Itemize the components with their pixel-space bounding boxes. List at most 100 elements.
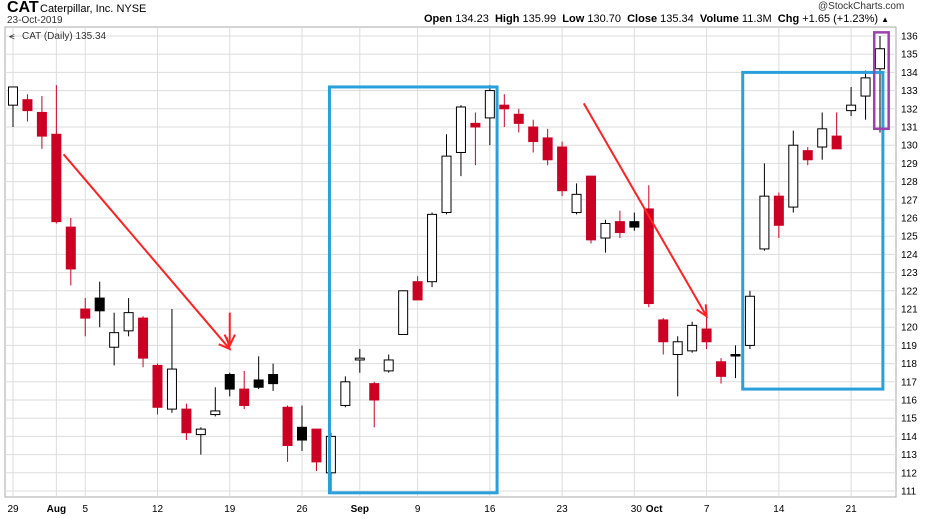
arrowhead <box>223 334 236 348</box>
y-tick-label: 129 <box>901 159 918 170</box>
candle-body <box>253 379 264 388</box>
x-tick-label: Oct <box>646 504 663 515</box>
ticker-symbol: CAT <box>7 0 39 16</box>
y-tick-label: 131 <box>901 123 918 134</box>
candle-body <box>80 308 91 319</box>
candle-body <box>138 317 149 359</box>
candle-body <box>152 364 163 408</box>
chart-date: 23-Oct-2019 <box>7 15 63 26</box>
x-tick-label: Aug <box>47 504 66 515</box>
candle-body <box>398 290 409 335</box>
candle-body <box>484 90 495 119</box>
candle-body <box>224 374 235 390</box>
y-tick-label: 135 <box>901 50 918 61</box>
candle-body <box>297 426 307 441</box>
high-value: 135.99 <box>522 13 557 25</box>
candle-body <box>36 111 47 137</box>
candle-body <box>831 135 842 150</box>
x-tick-label: Sep <box>351 504 369 515</box>
y-tick-label: 127 <box>901 195 918 206</box>
candle-body <box>586 175 596 241</box>
annotation-arrow <box>582 102 708 317</box>
candle-body <box>441 155 452 214</box>
y-tick-label: 118 <box>901 359 917 370</box>
candle-body <box>195 428 206 436</box>
candle-body <box>166 368 177 410</box>
candle-body <box>817 128 828 148</box>
candle-body <box>412 281 423 301</box>
candle-body <box>542 137 553 161</box>
candle-body <box>701 328 712 343</box>
y-tick-label: 113 <box>901 450 917 461</box>
x-tick-label: 5 <box>82 504 88 515</box>
x-tick-label: 16 <box>484 504 496 515</box>
company-name: Caterpillar, Inc. NYSE <box>40 3 146 15</box>
candle-body <box>600 222 611 239</box>
candle-body <box>383 359 394 372</box>
volume-value: 11.3M <box>741 13 772 25</box>
chart-legend: CAT (Daily) 135.34 <box>22 31 107 42</box>
high-label: High <box>494 13 520 25</box>
candle-legend-icon: ⪪ <box>9 31 15 42</box>
y-tick-label: 123 <box>901 268 918 279</box>
candle-body <box>528 126 539 143</box>
y-tick-label: 136 <box>901 32 918 43</box>
y-tick-label: 111 <box>901 487 917 498</box>
x-tick-label: 29 <box>7 504 19 515</box>
candle-body <box>427 213 438 283</box>
y-tick-label: 128 <box>901 177 918 188</box>
candle-body <box>470 122 481 128</box>
candle-body <box>672 341 683 356</box>
low-label: Low <box>562 13 585 25</box>
x-tick-label: 12 <box>152 504 164 515</box>
x-tick-label: 26 <box>296 504 308 515</box>
candle-body <box>629 221 640 228</box>
candle-body <box>22 99 33 112</box>
candle-body <box>513 113 524 124</box>
candle-body <box>123 312 134 332</box>
y-tick-label: 117 <box>901 377 917 388</box>
x-tick-label: 14 <box>773 504 785 515</box>
open-label: Open <box>424 13 453 25</box>
annotation-box <box>327 85 499 495</box>
candle-body <box>614 221 625 234</box>
candle-body <box>311 428 322 463</box>
candle-body <box>773 195 784 226</box>
y-tick-label: 125 <box>901 232 918 243</box>
y-tick-label: 122 <box>901 286 918 297</box>
arrowhead <box>696 304 708 319</box>
company-label: Caterpillar, Inc. <box>40 3 114 15</box>
open-value: 134.23 <box>455 13 489 25</box>
x-tick-label: 23 <box>557 504 569 515</box>
candle-body <box>571 193 582 214</box>
volume-label: Volume <box>699 13 739 25</box>
y-tick-label: 112 <box>901 468 917 479</box>
candle-body <box>658 319 669 343</box>
candle-body <box>181 408 192 434</box>
y-tick-label: 119 <box>901 341 917 352</box>
candle-body <box>340 381 351 406</box>
up-triangle-icon: ▲ <box>881 15 890 24</box>
x-tick-label: 7 <box>704 504 710 515</box>
y-tick-label: 114 <box>901 432 917 443</box>
candle-body <box>846 104 857 112</box>
close-value: 135.34 <box>660 13 694 25</box>
candle-body <box>354 357 365 361</box>
ohlc-readout: Open 134.23 High 135.99 Low 130.70 Close… <box>424 13 889 25</box>
candle-body <box>268 374 279 385</box>
candle-body <box>557 146 568 192</box>
candle-body <box>282 406 293 446</box>
x-tick-label: 30 <box>631 504 643 515</box>
y-tick-label: 133 <box>901 86 918 97</box>
candle-body <box>759 195 770 250</box>
candle-body <box>860 77 871 97</box>
x-tick-label: 9 <box>415 504 421 515</box>
candle-body <box>875 48 885 70</box>
candle-body <box>109 332 120 348</box>
candle-body <box>802 150 813 161</box>
y-tick-label: 124 <box>901 250 918 261</box>
candle-body <box>239 388 250 406</box>
annotation-box <box>872 31 890 131</box>
candle-body <box>643 208 654 305</box>
